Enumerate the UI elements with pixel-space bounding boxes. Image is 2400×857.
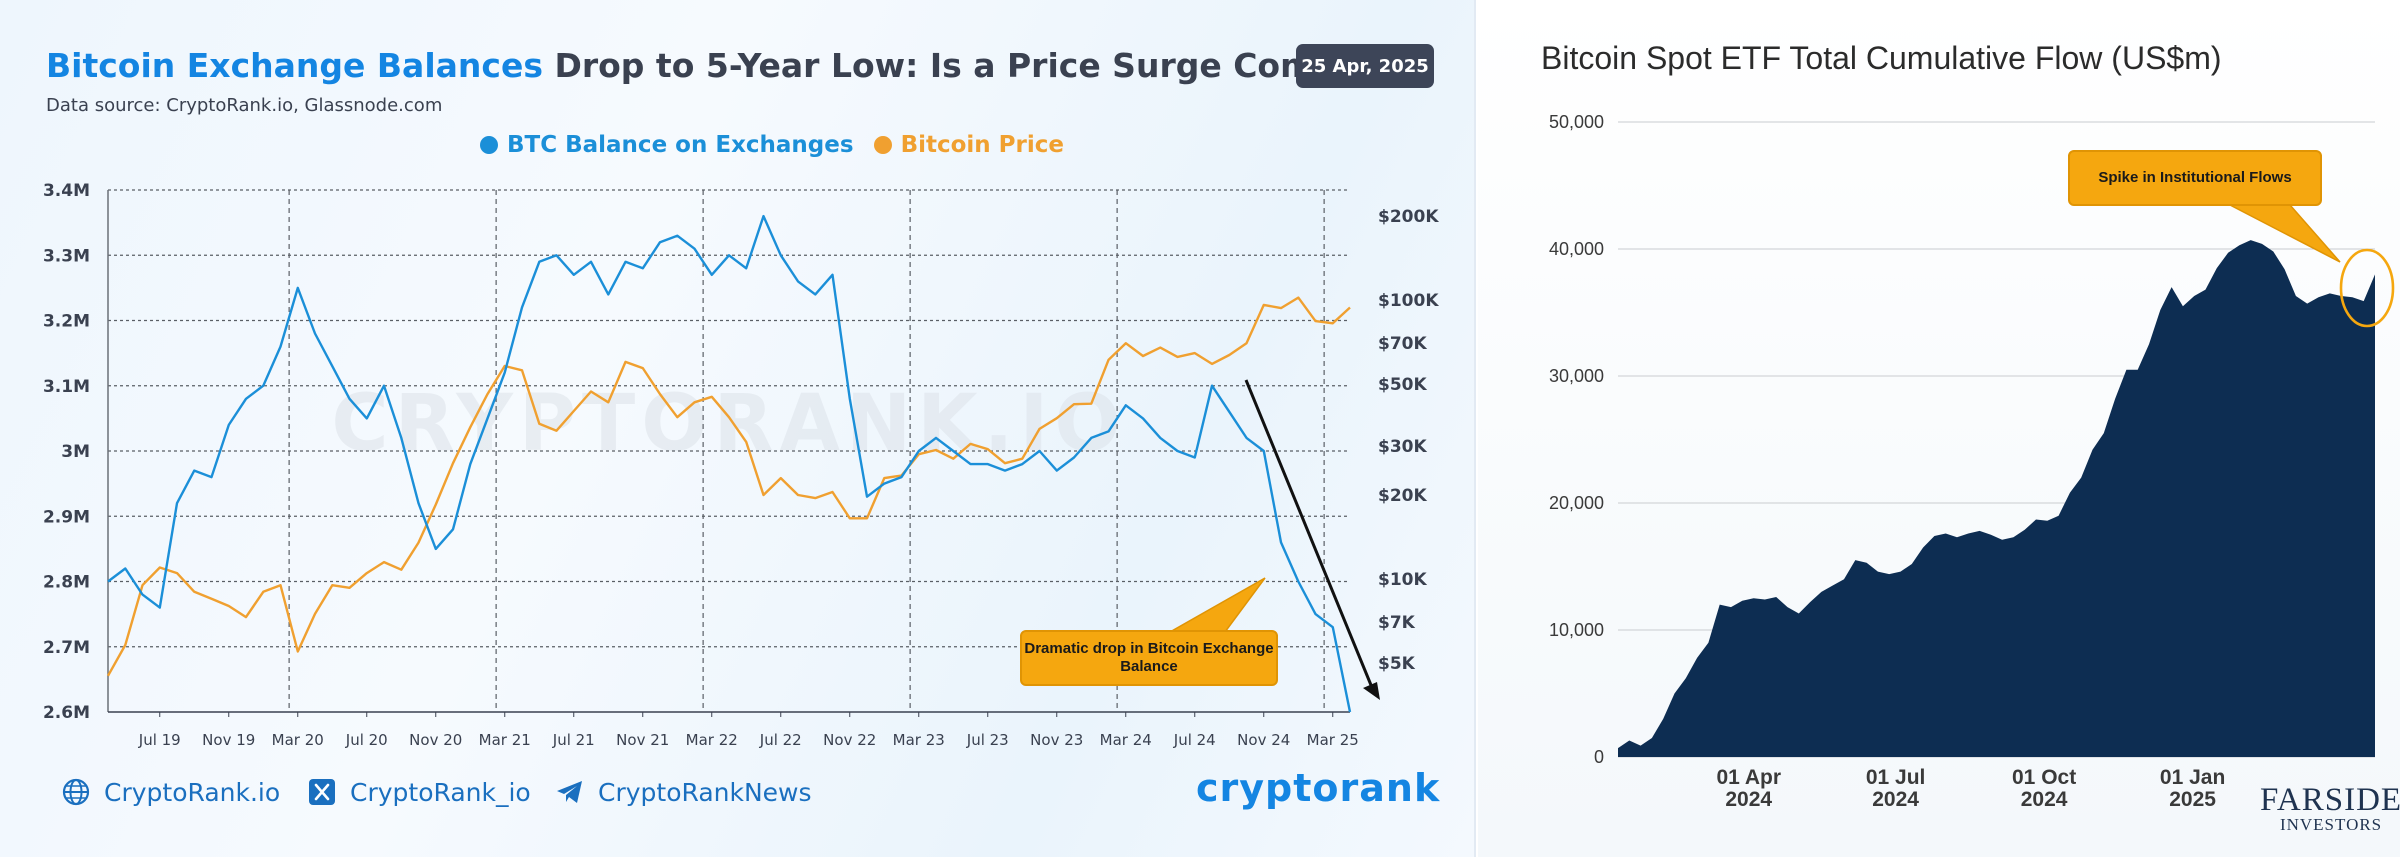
- y-left-tick: 3.4M: [43, 181, 90, 201]
- y-left-tick: 2.8M: [43, 573, 90, 593]
- title-highlight: Bitcoin Exchange Balances: [46, 46, 543, 85]
- y-right-tick: $10K: [1378, 570, 1427, 590]
- x-tick-label: Nov 24: [1237, 731, 1290, 749]
- farside-logo: FARSIDE INVESTORS: [2260, 782, 2400, 835]
- legend-dot-balance: [480, 136, 498, 154]
- y-left-tick: 3.1M: [43, 377, 90, 397]
- globe-icon: [60, 776, 92, 808]
- footer-x-handle[interactable]: CryptoRank_io: [306, 776, 531, 808]
- x-tick-label: Mar 20: [272, 731, 324, 749]
- footer-website[interactable]: CryptoRank.io: [60, 776, 280, 808]
- etf-y-tick: 0: [1594, 747, 1604, 767]
- x-tick-label: Mar 23: [893, 731, 945, 749]
- x-tick-label: Nov 22: [823, 731, 876, 749]
- etf-x-tick-line2: 2025: [2169, 788, 2216, 811]
- cryptorank-logo: cryptorank: [1196, 766, 1441, 810]
- etf-y-tick: 10,000: [1549, 620, 1604, 640]
- etf-x-tick-line1: 01 Apr: [1716, 766, 1781, 789]
- y-left-tick: 2.9M: [43, 507, 90, 527]
- etf-x-tick-line1: 01 Jul: [1866, 766, 1926, 789]
- highlight-ring: [2339, 248, 2395, 328]
- legend-label-price: Bitcoin Price: [900, 132, 1064, 158]
- etf-x-tick-line2: 2024: [1872, 788, 1919, 811]
- footer-telegram[interactable]: CryptoRankNews: [554, 776, 812, 808]
- x-tick-label: Mar 21: [479, 731, 531, 749]
- chart-title: Bitcoin Exchange Balances Drop to 5-Year…: [46, 46, 1392, 85]
- telegram-icon: [554, 776, 586, 808]
- farside-logo-line1: FARSIDE: [2260, 782, 2400, 818]
- x-tick-label: Jul 22: [759, 731, 802, 749]
- x-tick-label: Nov 20: [409, 731, 462, 749]
- etf-chart-title: Bitcoin Spot ETF Total Cumulative Flow (…: [1541, 40, 2222, 76]
- x-tick-label: Jul 23: [966, 731, 1009, 749]
- y-right-tick: $50K: [1378, 375, 1427, 395]
- y-left-tick: 3M: [61, 442, 90, 462]
- etf-x-tick-line2: 2024: [1725, 788, 1772, 811]
- y-right-tick: $100K: [1378, 291, 1439, 311]
- x-logo-icon: [306, 776, 338, 808]
- etf-y-tick: 30,000: [1549, 366, 1604, 386]
- trend-arrow-shaft: [1244, 379, 1375, 691]
- trend-arrow-head: [1363, 682, 1380, 700]
- price-line: [106, 296, 1351, 677]
- x-tick-label: Mar 24: [1100, 731, 1152, 749]
- y-right-tick: $20K: [1378, 486, 1427, 506]
- etf-x-tick-line1: 01 Oct: [2012, 766, 2076, 789]
- x-tick-label: Mar 22: [686, 731, 738, 749]
- callout-pointer-left: [1167, 577, 1266, 633]
- y-right-tick: $200K: [1378, 207, 1439, 227]
- y-right-tick: $30K: [1378, 437, 1427, 457]
- x-tick-label: Jul 24: [1173, 731, 1216, 749]
- y-left-tick: 2.7M: [43, 638, 90, 658]
- watermark: CRYPTORANK.IO: [331, 379, 1126, 469]
- callout-institutional-flows: Spike in Institutional Flows: [2068, 150, 2322, 206]
- y-right-tick: $7K: [1378, 613, 1416, 633]
- legend-item-price: Bitcoin Price: [873, 132, 1064, 158]
- etf-x-tick-line2: 2024: [2021, 788, 2068, 811]
- legend-label-balance: BTC Balance on Exchanges: [507, 132, 854, 158]
- etf-y-tick: 20,000: [1549, 493, 1604, 513]
- data-source: Data source: CryptoRank.io, Glassnode.co…: [46, 95, 443, 116]
- title-rest: Drop to 5-Year Low: Is a Price Surge Com…: [542, 46, 1393, 85]
- footer-telegram-label: CryptoRankNews: [598, 777, 812, 807]
- x-tick-label: Jul 21: [552, 731, 595, 749]
- x-tick-label: Jul 20: [345, 731, 388, 749]
- y-left-tick: 3.2M: [43, 312, 90, 332]
- balance-line: [107, 214, 1352, 713]
- etf-y-tick: 40,000: [1549, 239, 1604, 259]
- y-left-tick: 3.3M: [43, 246, 90, 266]
- left-chart-panel: Bitcoin Exchange Balances Drop to 5-Year…: [0, 0, 1476, 857]
- etf-y-tick: 50,000: [1549, 112, 1604, 132]
- y-right-tick: $70K: [1378, 334, 1427, 354]
- legend: BTC Balance on Exchanges Bitcoin Price: [480, 132, 1064, 158]
- farside-logo-line2: INVESTORS: [2279, 815, 2383, 834]
- x-tick-label: Nov 21: [616, 731, 669, 749]
- x-tick-label: Mar 25: [1307, 731, 1359, 749]
- legend-dot-price: [873, 136, 892, 154]
- x-tick-label: Nov 19: [202, 731, 255, 749]
- footer-x-label: CryptoRank_io: [350, 777, 531, 807]
- date-badge: 25 Apr, 2025: [1296, 44, 1434, 88]
- x-tick-label: Nov 23: [1030, 731, 1083, 749]
- x-tick-label: Jul 19: [138, 731, 181, 749]
- footer-website-label: CryptoRank.io: [104, 777, 281, 807]
- y-right-tick: $5K: [1378, 654, 1416, 674]
- etf-area: [1618, 240, 2375, 758]
- callout-exchange-drop: Dramatic drop in Bitcoin Exchange Balanc…: [1020, 630, 1278, 686]
- etf-x-tick-line1: 01 Jan: [2160, 766, 2225, 789]
- legend-item-balance: BTC Balance on Exchanges: [480, 132, 854, 158]
- y-left-tick: 2.6M: [43, 703, 90, 723]
